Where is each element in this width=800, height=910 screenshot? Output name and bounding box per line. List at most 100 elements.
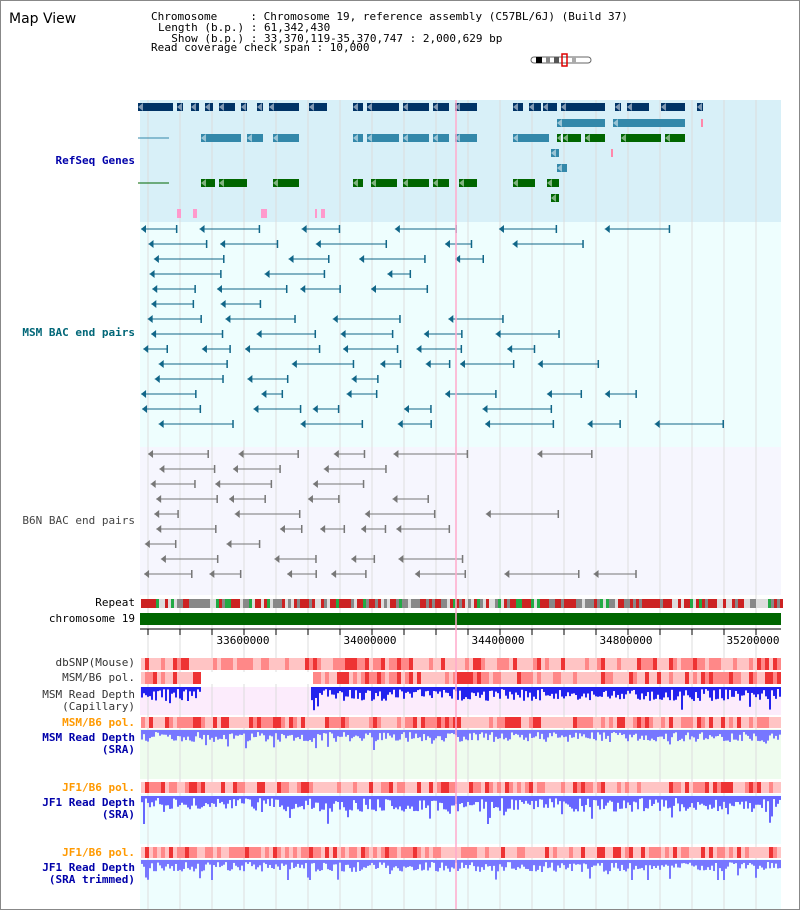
depth-bar (457, 796, 459, 812)
heat-cell (281, 847, 285, 858)
heat-cell (389, 782, 393, 793)
bac-end-left (507, 345, 513, 353)
heat-cell (285, 717, 289, 728)
heat-cell (233, 847, 237, 858)
repeat-block (675, 599, 678, 608)
heat-cell (661, 782, 665, 793)
depth-bar (317, 860, 319, 870)
heat-cell (349, 672, 353, 684)
depth-bar (343, 860, 345, 872)
heat-cell (597, 782, 601, 793)
repeat-block (645, 599, 648, 608)
heat-cell (681, 672, 685, 684)
depth-bar (557, 730, 559, 738)
depth-bar (683, 796, 685, 808)
bac-end-right (175, 225, 178, 233)
heat-cell (285, 782, 289, 793)
depth-bar (441, 860, 443, 863)
repeat-block (312, 599, 315, 608)
depth-bar (363, 796, 365, 799)
depth-bar (217, 730, 219, 740)
bac-end-left (220, 240, 226, 248)
heat-cell (525, 782, 529, 793)
depth-bar (323, 796, 325, 810)
heat-cell (169, 782, 173, 793)
heat-cell (365, 847, 369, 858)
depth-bar (601, 860, 603, 863)
gene-exon (665, 134, 685, 142)
heat-cell (485, 658, 489, 670)
depth-bar (161, 730, 163, 735)
heat-cell (553, 658, 557, 670)
depth-bar (399, 730, 401, 740)
depth-bar (375, 687, 377, 693)
gene-strand-arrow (627, 103, 632, 111)
heat-cell (753, 847, 757, 858)
depth-bar (537, 796, 539, 808)
depth-bar (419, 860, 421, 865)
heat-cell (717, 782, 721, 793)
heat-cell (629, 782, 633, 793)
depth-bar (401, 860, 403, 872)
depth-bar (643, 687, 645, 700)
heat-cell (637, 782, 641, 793)
heat-cell (181, 782, 185, 793)
depth-bar (229, 796, 231, 801)
depth-bar (531, 796, 533, 801)
depth-bar (327, 860, 329, 870)
depth-bar (317, 796, 319, 803)
bac-end-right (232, 420, 234, 428)
depth-bar (143, 687, 145, 694)
repeat-block (294, 599, 297, 608)
depth-bar (649, 796, 651, 800)
depth-bar (447, 687, 449, 693)
heat-cell (657, 672, 661, 684)
depth-bar (345, 687, 347, 697)
depth-bar (769, 860, 771, 869)
heat-cell (509, 658, 513, 670)
depth-bar (551, 860, 553, 863)
depth-bar (303, 796, 305, 810)
depth-bar (233, 796, 235, 800)
depth-bar (311, 687, 313, 701)
depth-bar (681, 796, 683, 805)
heat-cell (185, 658, 189, 670)
repeat-track (141, 599, 783, 608)
depth-bar (489, 730, 491, 735)
heat-cell (301, 782, 305, 793)
depth-bar (643, 860, 645, 871)
heat-cell (637, 847, 641, 858)
bac-end-right (338, 225, 341, 233)
depth-bar (417, 796, 419, 812)
depth-bar (565, 730, 567, 737)
heat-cell (389, 847, 393, 858)
chromosome-ideogram[interactable] (530, 53, 594, 67)
heat-cell (741, 717, 745, 728)
depth-bar (281, 796, 283, 806)
heat-cell (645, 847, 649, 858)
depth-bar (257, 730, 259, 733)
bac-end-right (192, 300, 195, 308)
depth-bar (309, 796, 311, 799)
depth-bar (743, 796, 745, 809)
heat-cell (209, 672, 213, 684)
repeat-block (549, 599, 552, 608)
repeat-block (417, 599, 420, 608)
depth-bar (685, 796, 687, 811)
depth-bar (347, 687, 349, 697)
gene-strand-arrow (269, 103, 274, 111)
depth-bar (419, 687, 421, 690)
depth-bar (711, 796, 713, 809)
depth-bar (683, 860, 685, 864)
depth-bar (203, 860, 205, 871)
repeat-block (411, 599, 414, 608)
heat-cell (233, 782, 237, 793)
heat-cell (465, 782, 469, 793)
repeat-block (639, 599, 642, 608)
heat-cell (437, 717, 441, 728)
heat-cell (525, 658, 529, 670)
depth-bar (537, 730, 539, 733)
depth-bar (649, 687, 651, 701)
bac-end-right (635, 390, 637, 398)
